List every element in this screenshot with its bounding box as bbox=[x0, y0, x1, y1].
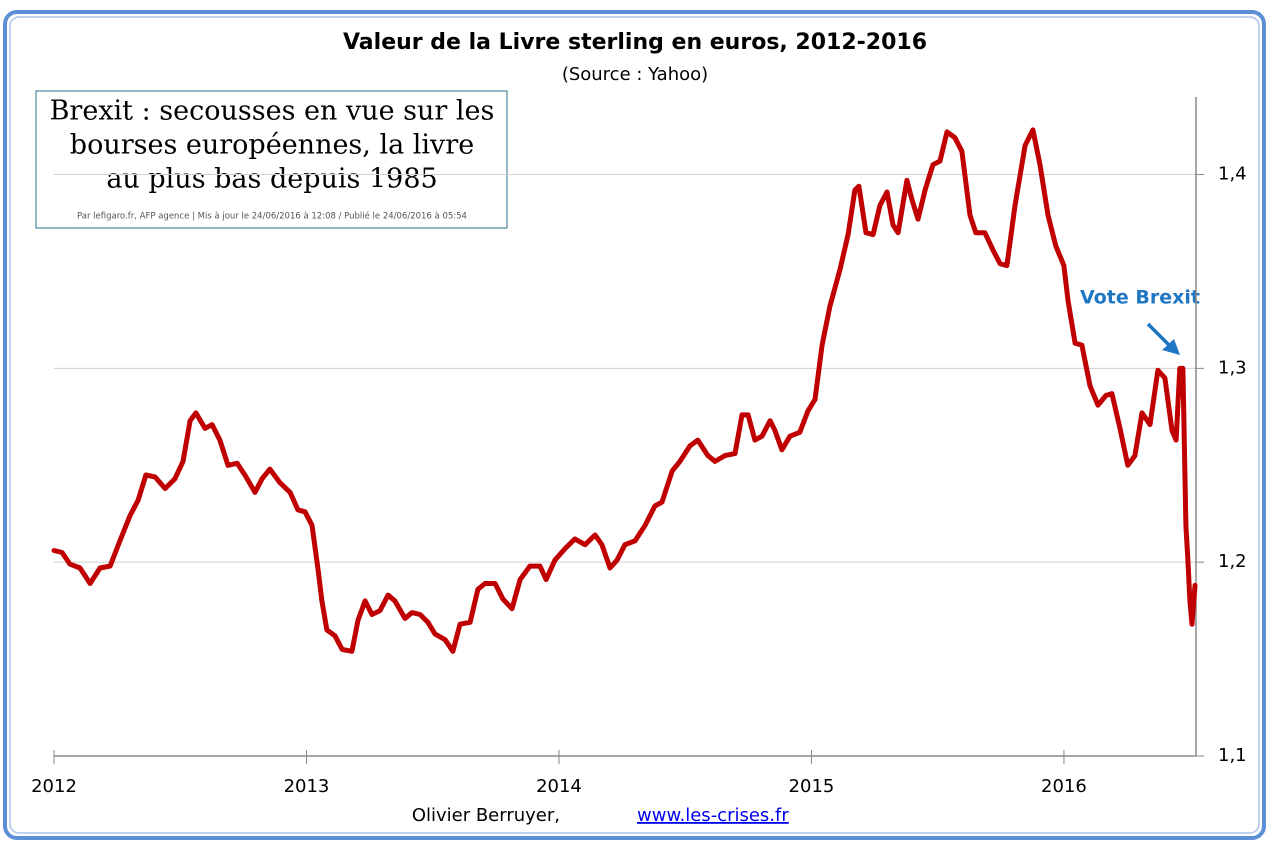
footer-link[interactable]: www.les-crises.fr bbox=[637, 805, 789, 826]
y-tick-label: 1,3 bbox=[1218, 357, 1247, 378]
annotation: Vote Brexit bbox=[1080, 287, 1200, 309]
footer-author: Olivier Berruyer, bbox=[412, 805, 560, 826]
inset-box bbox=[35, 90, 508, 229]
inset-byline: Par lefigaro.fr, AFP agence | Mis à jour… bbox=[77, 211, 467, 222]
y-tick-label: 1,1 bbox=[1218, 745, 1247, 766]
chart-subtitle: (Source : Yahoo) bbox=[562, 64, 708, 85]
x-tick-label: 2013 bbox=[284, 776, 330, 797]
price-line bbox=[51, 127, 1198, 654]
x-tick-label: 2016 bbox=[1041, 776, 1087, 797]
y-tick-label: 1,2 bbox=[1218, 551, 1247, 572]
frame-inner bbox=[9, 16, 1260, 834]
annotation-arrowhead bbox=[1162, 339, 1180, 355]
x-tick-label: 2014 bbox=[536, 776, 582, 797]
inset-headline: au plus bas depuis 1985 bbox=[106, 164, 437, 195]
annotation-arrow bbox=[1146, 322, 1174, 350]
chart-title: Valeur de la Livre sterling en euros, 20… bbox=[343, 30, 927, 55]
x-tick-label: 2012 bbox=[31, 776, 77, 797]
y-tick-label: 1,4 bbox=[1218, 164, 1247, 185]
x-tick-label: 2015 bbox=[789, 776, 835, 797]
inset-headline: Brexit : secousses en vue sur les bbox=[50, 96, 495, 127]
inset-headline: bourses européennes, la livre bbox=[70, 130, 474, 161]
